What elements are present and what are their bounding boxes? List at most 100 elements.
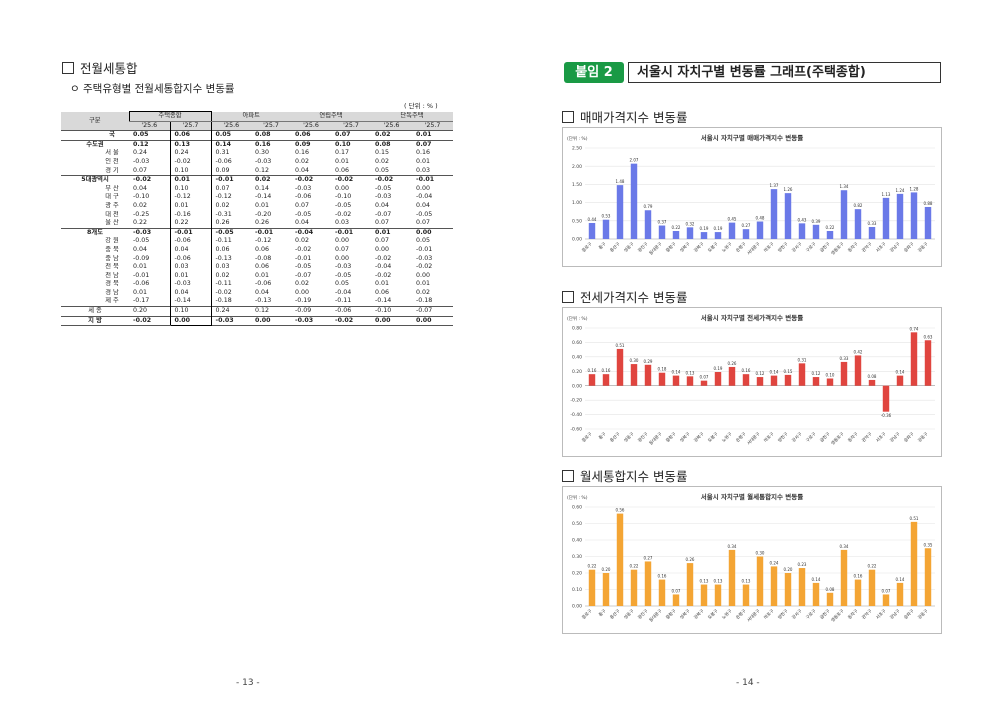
y-tick-label: 0.60: [572, 340, 582, 346]
bar: [602, 573, 610, 606]
data-label: 0.48: [756, 216, 765, 221]
x-tick-label: 금천구: [818, 430, 831, 443]
x-tick-label: 광진구: [636, 240, 649, 253]
table-cell: -0.02: [215, 288, 232, 296]
table-cell: 0.00: [335, 254, 350, 262]
table-row: 세 종 0.20 0.10 0.24 0.12 -0.09 -0.06 -0.10 -0.07: [61, 306, 453, 317]
x-tick-label: 송파구: [902, 607, 915, 620]
table-cell: 0.00: [169, 315, 212, 327]
bar: [784, 374, 792, 386]
bar: [924, 206, 932, 239]
monthly-rent-chart: 서울시 자치구별 월세통합지수 변동률 (단위 : %) 0.60 0.50 0.40 0…: [562, 486, 942, 634]
table-row: 강 원 -0.05 -0.06 -0.11 -0.12 0.02 0.00 0.07 0.05: [61, 237, 453, 246]
table-cell: -0.05: [211, 227, 251, 238]
bar: [840, 361, 848, 386]
data-label: 0.13: [742, 579, 751, 584]
table-cell: 0.24: [211, 306, 251, 317]
chart-unit: (단위 : %): [567, 494, 588, 501]
x-tick-label: 영등포구: [829, 607, 845, 623]
table-cell: 0.06: [169, 130, 212, 141]
table-cell: 0.04: [255, 288, 270, 296]
data-label: 0.22: [588, 564, 597, 569]
table-cell: 0.02: [133, 201, 148, 209]
data-label: 0.35: [924, 542, 933, 547]
table-body: 국 0.05 0.06 0.05 0.08 0.06 0.07 0.02 0.01 수도권 0.12…: [61, 130, 453, 327]
region-label: 서 울: [105, 149, 119, 157]
table-row: 울 산 0.22 0.22 0.26 0.26 0.04 0.03 0.07 0.07: [61, 219, 453, 229]
table-cell: 0.00: [412, 227, 453, 238]
bar: [896, 375, 904, 386]
data-label: 0.32: [686, 221, 695, 226]
data-label: 0.74: [910, 326, 919, 331]
data-label: 0.13: [714, 579, 723, 584]
table-cell: 0.06: [255, 263, 270, 271]
table-cell: 0.09: [215, 166, 230, 174]
left-sub-title: ㅇ 주택유형별 전월세통합지수 변동률: [70, 83, 235, 95]
x-tick-label: 도봉구: [707, 431, 720, 444]
table-cell: -0.05: [295, 210, 312, 218]
x-tick-label: 관악구: [860, 240, 873, 253]
table-cell: 0.06: [291, 130, 331, 141]
data-label: 0.14: [896, 370, 905, 375]
left-section-title: 전월세통합: [62, 58, 138, 77]
table-cell: 0.00: [335, 184, 350, 192]
x-tick-label: 마포구: [762, 607, 775, 620]
y-tick-label: 2.50: [572, 146, 582, 152]
data-label: 0.82: [854, 203, 863, 208]
x-tick-label: 서초구: [874, 240, 887, 253]
x-tick-label: 중랑구: [664, 430, 677, 443]
data-label: 1.24: [896, 188, 905, 193]
data-label: 0.22: [826, 225, 835, 230]
bar: [910, 192, 918, 239]
bar: [630, 364, 638, 386]
x-tick-label: 양천구: [776, 607, 789, 620]
y-tick-label: -0.60: [570, 427, 582, 433]
checkbox-square-icon: [562, 111, 574, 123]
table-cell: 0.13: [169, 139, 212, 150]
table-row: 전 북 0.01 0.03 0.03 0.06 -0.05 -0.03 -0.04 -0.02: [61, 263, 453, 272]
bar: [714, 232, 722, 239]
data-label: 1.13: [882, 192, 891, 197]
table-cell: 0.04: [295, 219, 310, 227]
region-label: 인 천: [105, 157, 119, 165]
region-label: 충 북: [105, 245, 119, 253]
y-tick-label: 0.40: [572, 538, 582, 544]
table-cell: 0.04: [375, 201, 390, 209]
table-cell: 0.05: [211, 130, 251, 141]
x-tick-label: 노원구: [720, 607, 733, 620]
bar: [868, 226, 876, 239]
table-cell: 0.07: [412, 139, 453, 150]
x-tick-label: 양천구: [776, 430, 789, 443]
table-cell: -0.14: [169, 297, 212, 307]
region-group-spacer: [61, 185, 95, 194]
x-tick-label: 강남구: [888, 607, 901, 620]
data-label: 0.19: [700, 226, 709, 231]
table-wrapper: 구분 주택종합 아파트 연립주택 단독주택 '25.6 '25.7 '25.6 …: [61, 111, 453, 327]
bar: [840, 549, 848, 606]
x-tick-label: 성북구: [678, 430, 691, 443]
table-cell: -0.11: [215, 237, 232, 245]
table-cell: -0.13: [255, 297, 272, 305]
region-label: 수도권: [61, 139, 129, 150]
region-label: 울 산: [105, 219, 119, 227]
appendix-banner: 서울시 자치구별 변동률 그래프(주택종합): [628, 62, 941, 83]
table-cell: 0.01: [169, 271, 212, 281]
table-cell: 0.02: [251, 175, 291, 185]
x-tick-label: 은평구: [734, 430, 747, 443]
table-cell: -0.12: [169, 193, 212, 202]
table-cell: -0.17: [133, 297, 150, 305]
table-cell: 0.10: [169, 184, 212, 194]
y-tick-label: 0.80: [572, 326, 582, 332]
table-cell: -0.05: [416, 210, 433, 218]
bar: [756, 556, 764, 606]
data-label: 0.27: [742, 223, 751, 228]
table-cell: -0.05: [335, 271, 352, 279]
table-cell: -0.02: [371, 175, 412, 185]
bar: [770, 189, 778, 239]
table-cell: 0.08: [251, 130, 291, 141]
table-cell: 0.00: [412, 315, 453, 327]
bar: [602, 374, 610, 386]
table-cell: 0.24: [169, 149, 212, 158]
table-row: 인 천 -0.03 -0.02 -0.06 -0.03 0.02 0.01 0.02 0.01: [61, 157, 453, 167]
table-cell: -0.06: [133, 280, 150, 288]
